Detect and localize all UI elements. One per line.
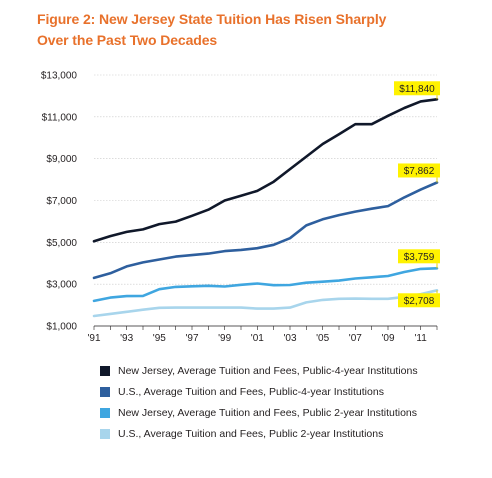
series-line-1 bbox=[92, 98, 439, 243]
y-tick-label: $5,000 bbox=[46, 238, 77, 249]
legend-item: New Jersey, Average Tuition and Fees, Pu… bbox=[100, 403, 418, 423]
x-tick-label: '93 bbox=[120, 333, 133, 344]
legend-swatch bbox=[100, 387, 110, 397]
end-label-1: $11,840 bbox=[394, 81, 440, 100]
end-labels: $11,840 $7,862 $3,759 $2,708 bbox=[394, 81, 440, 308]
end-label-4: $2,708 bbox=[398, 290, 440, 308]
series-group bbox=[92, 98, 439, 318]
end-label-box bbox=[398, 163, 440, 178]
legend-label: New Jersey, Average Tuition and Fees, Pu… bbox=[118, 365, 418, 377]
legend-item: U.S., Average Tuition and Fees, Public-4… bbox=[100, 382, 418, 402]
series-line-4 bbox=[92, 288, 439, 318]
end-label-text: $2,708 bbox=[404, 296, 435, 307]
y-tick-label: $9,000 bbox=[46, 154, 77, 165]
x-tick-label: '09 bbox=[381, 333, 394, 344]
end-label-text: $7,862 bbox=[404, 166, 435, 177]
end-label-3: $3,759 bbox=[398, 249, 440, 269]
series-line-3 bbox=[92, 266, 439, 303]
axes: $1,000 $3,000 $5,000 $7,000 $9,000 $11,000 $13… bbox=[41, 71, 438, 344]
y-tick-label: $13,000 bbox=[41, 71, 78, 82]
chart-title: Figure 2: New Jersey State Tuition Has R… bbox=[37, 9, 477, 51]
gridlines bbox=[94, 74, 437, 285]
legend-swatch bbox=[100, 429, 110, 439]
y-tick-label: $11,000 bbox=[42, 112, 78, 123]
y-tick-label: $1,000 bbox=[46, 322, 77, 333]
x-tick-label: '01 bbox=[251, 333, 264, 344]
legend-item: New Jersey, Average Tuition and Fees, Pu… bbox=[100, 361, 418, 381]
x-tick-label: '97 bbox=[185, 333, 198, 344]
end-label-text: $3,759 bbox=[404, 252, 435, 263]
legend-label: U.S., Average Tuition and Fees, Public 2… bbox=[118, 428, 384, 440]
x-tick-label: '91 bbox=[87, 333, 100, 344]
chart-title-line-1: Figure 2: New Jersey State Tuition Has R… bbox=[37, 11, 387, 27]
end-label-box bbox=[394, 81, 440, 96]
series-line-2 bbox=[92, 181, 439, 280]
legend-label: New Jersey, Average Tuition and Fees, Pu… bbox=[118, 407, 418, 419]
end-label-box bbox=[398, 249, 440, 264]
x-tick-label: '07 bbox=[349, 333, 362, 344]
y-tick-label: $3,000 bbox=[46, 280, 77, 291]
chart-title-line-2: Over the Past Two Decades bbox=[37, 32, 218, 48]
x-tick-label: '95 bbox=[153, 333, 166, 344]
legend-label: U.S., Average Tuition and Fees, Public-4… bbox=[118, 386, 384, 398]
end-label-text: $11,840 bbox=[399, 84, 435, 95]
y-tick-label: $7,000 bbox=[46, 196, 77, 207]
end-label-2: $7,862 bbox=[398, 163, 440, 183]
legend: New Jersey, Average Tuition and Fees, Pu… bbox=[100, 361, 418, 445]
legend-swatch bbox=[100, 408, 110, 418]
end-label-box bbox=[398, 293, 440, 308]
x-tick-label: '03 bbox=[283, 333, 296, 344]
legend-swatch bbox=[100, 366, 110, 376]
x-tick-label: '99 bbox=[218, 333, 231, 344]
legend-item: U.S., Average Tuition and Fees, Public 2… bbox=[100, 424, 418, 444]
x-tick-label: '11 bbox=[415, 333, 428, 344]
x-tick-label: '05 bbox=[316, 333, 329, 344]
